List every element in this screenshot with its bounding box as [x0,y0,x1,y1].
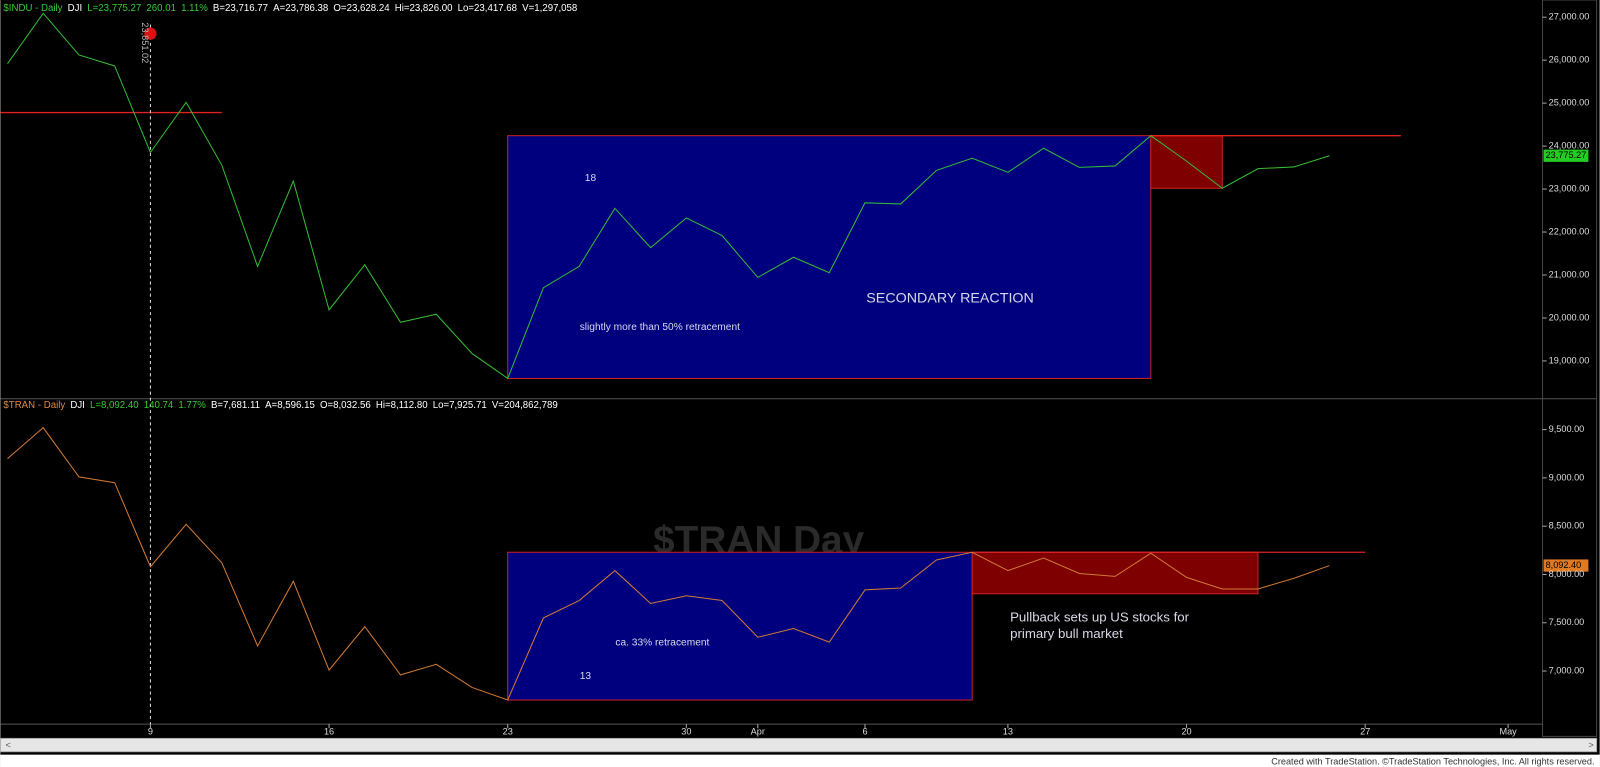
last-price-tag [1543,149,1589,162]
header-item: A=8,596.15 [265,399,315,410]
header-item: A=23,786.38 [273,3,328,14]
x-tick-label: 20 [1181,727,1191,737]
header-item: 1.11% [181,3,208,14]
y-tick-label: 26,000.00 [1549,55,1590,65]
annotation: 13 [580,671,592,682]
x-tick-label: Apr [751,727,765,737]
y-tick-label: 7,000.00 [1549,665,1585,675]
zone-box [971,551,1259,595]
header-item: 1.77% [178,399,206,410]
y-tick-label: 22,000.00 [1549,226,1590,236]
header-item: L=8,092.40 [90,399,139,410]
scroll-right[interactable]: > [1588,740,1593,750]
header-item: 260.01 [146,3,176,14]
header-item: B=23,716.77 [213,3,268,14]
header-item: O=23,628.24 [333,3,390,14]
zone-box [507,135,1152,379]
last-price-label: 8,092.40 [1546,560,1582,570]
price-axis [1542,0,1598,737]
zone-box [507,551,973,701]
y-tick-label: 7,500.00 [1549,617,1585,627]
footer: Created with TradeStation. ©TradeStation… [1271,756,1594,766]
y-tick-label: 24,000.00 [1549,141,1590,151]
y-tick-label: 27,000.00 [1549,12,1590,22]
annotation: slightly more than 50% retracement [580,322,740,333]
header-item: L=23,775.27 [87,3,141,14]
header-item: Hi=23,826.00 [395,3,453,14]
last-price-tag [1543,559,1589,572]
header-item: B=7,681.11 [211,399,260,410]
y-tick-label: 8,500.00 [1549,521,1585,531]
x-tick-label: 30 [681,727,691,737]
annotation: ca. 33% retracement [615,637,709,648]
y-tick-label: 25,000.00 [1549,98,1590,108]
x-tick-label: 23 [503,727,513,737]
header-item: $TRAN - Daily [3,399,65,410]
price-line [7,426,1330,701]
header-item: Hi=8,112.80 [376,399,428,410]
y-tick-label: 23,000.00 [1549,183,1590,193]
x-tick-label: May [1499,727,1517,737]
header-item: V=1,297,058 [522,3,577,14]
panel-header: $TRAN - Daily DJI L=8,092.40 140.74 1.77% B=7… [3,399,557,410]
x-tick-label: 13 [1003,727,1013,737]
y-tick-label: 9,000.00 [1549,472,1585,482]
price-line [7,12,1330,380]
last-price-label: 23,775.27 [1546,150,1587,160]
header-item: O=8,032.56 [320,399,371,410]
annotation: Pullback sets up US stocks for [1010,610,1190,625]
header-item: $INDU - Daily [3,3,62,14]
annotation: 18 [585,173,597,184]
footer-bar [0,754,1600,767]
header-item: DJI [70,399,85,410]
header-item: Lo=7,925.71 [433,399,487,410]
header-item: DJI [68,3,83,14]
x-tick-label: 6 [862,727,867,737]
scrollbar[interactable] [0,737,1598,753]
y-tick-label: 9,500.00 [1549,424,1585,434]
header-item: V=204,862,789 [492,399,558,410]
annotation: primary bull market [1010,626,1123,641]
header-item: Lo=23,417.68 [458,3,517,14]
cursor-label: 23,851.02 [140,22,150,63]
cursor-marker [144,27,157,40]
y-tick-label: 8,000.00 [1549,569,1585,579]
panel-header: $INDU - Daily DJI L=23,775.27 260.01 1.11% B=… [3,3,577,14]
x-tick-label: 9 [148,727,153,737]
y-tick-label: 20,000.00 [1549,312,1590,322]
annotation: SECONDARY REACTION [866,291,1034,307]
x-tick-label: 27 [1360,727,1370,737]
header-item: 140.74 [144,399,174,410]
y-tick-label: 19,000.00 [1549,355,1590,365]
scroll-left[interactable]: < [5,740,10,750]
y-tick-label: 21,000.00 [1549,269,1590,279]
x-tick-label: 16 [324,727,334,737]
